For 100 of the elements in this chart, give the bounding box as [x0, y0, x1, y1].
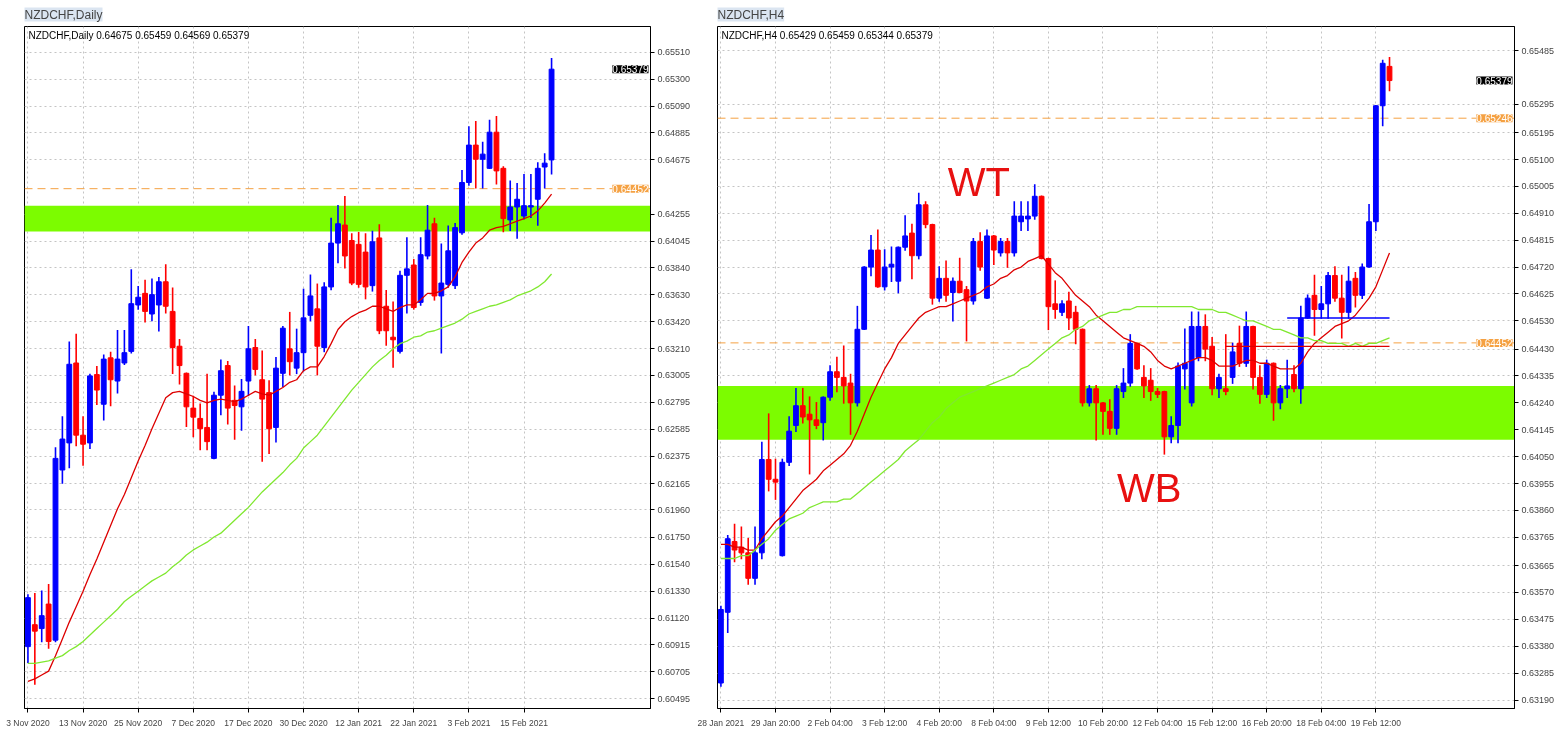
- x-tick-label: 7 Dec 2020: [171, 717, 216, 728]
- x-tick-label: 3 Feb 12:00: [861, 717, 908, 728]
- x-tick-label: 3 Feb 2021: [447, 717, 491, 728]
- y-tick-label: 0.65090: [657, 101, 691, 112]
- x-tick-label: 8 Feb 04:00: [971, 717, 1017, 728]
- y-tick-label: 0.64720: [1521, 262, 1555, 273]
- y-tick-label: 0.63420: [657, 316, 691, 327]
- line-series: [27, 273, 553, 665]
- x-tick-label: 17 Dec 2020: [224, 717, 273, 728]
- candlestick: [142, 279, 148, 323]
- x-tick-label: 29 Jan 20:00: [750, 717, 801, 728]
- y-tick-label: 0.63765: [1521, 532, 1555, 543]
- candlestick: [307, 274, 314, 322]
- y-tick-label: 0.64530: [1521, 315, 1555, 326]
- candlestick: [93, 366, 100, 406]
- y-tick-label: 0.63475: [1521, 614, 1555, 625]
- ref-line-label: 0.65246: [1476, 113, 1513, 125]
- candlestick: [1352, 271, 1359, 308]
- line-series: [720, 306, 1391, 560]
- chart-subtitle: NZDCHF,H4 0.65429 0.65459 0.65344 0.65379: [721, 29, 934, 41]
- x-tick-label: 16 Feb 20:00: [1241, 717, 1293, 728]
- candlestick: [949, 277, 956, 322]
- x-tick-label: 30 Dec 2020: [279, 717, 328, 728]
- y-tick-label: 0.63380: [1521, 641, 1555, 652]
- candlestick: [31, 592, 38, 685]
- y-tick-label: 0.64335: [1521, 370, 1555, 381]
- y-tick-label: 0.65100: [1521, 154, 1555, 165]
- y-tick-label: 0.60915: [657, 639, 691, 650]
- y-tick-label: 0.62165: [657, 478, 691, 489]
- y-tick-label: 0.64675: [657, 154, 691, 165]
- y-tick-label: 0.62375: [657, 451, 691, 462]
- y-tick-label: 0.64255: [657, 209, 691, 220]
- y-tick-label: 0.61960: [657, 504, 691, 515]
- candlestick: [990, 235, 997, 266]
- y-tick-label: 0.60495: [657, 693, 691, 704]
- y-tick-label: 0.63570: [1521, 587, 1555, 598]
- candlestick: [107, 351, 114, 407]
- text: 0.65379: [1476, 75, 1513, 87]
- y-tick-label: 0.64045: [657, 236, 691, 247]
- candlestick: [38, 590, 45, 643]
- x-tick-label: 25 Nov 2020: [114, 717, 163, 728]
- y-tick-label: 0.64910: [1521, 208, 1555, 219]
- x-tick-label: 12 Jan 2021: [335, 717, 383, 728]
- y-tick-label: 0.63210: [657, 343, 691, 354]
- candlestick: [390, 301, 397, 368]
- y-tick-label: 0.63285: [1521, 668, 1555, 679]
- y-tick-label: 0.62585: [657, 424, 691, 435]
- y-tick-label: 0.64050: [1521, 451, 1555, 462]
- x-tick-label: 12 Feb 04:00: [1132, 717, 1183, 728]
- annotation: WB: [1116, 466, 1182, 511]
- y-tick-label: 0.64625: [1521, 288, 1555, 299]
- candlestick: [190, 395, 197, 438]
- y-tick-label: 0.64885: [657, 127, 691, 138]
- y-tick-label: 0.64145: [1521, 424, 1555, 435]
- line-series: [27, 193, 553, 683]
- candlestick: [1222, 334, 1229, 396]
- y-tick-label: 0.65005: [1521, 181, 1555, 192]
- y-tick-label: 0.63630: [657, 289, 691, 300]
- y-tick-label: 0.60705: [657, 666, 691, 677]
- chart-title: NZDCHF,H4: [717, 7, 785, 22]
- candlestick: [1386, 57, 1393, 92]
- candlestick: [1004, 237, 1011, 268]
- candlestick: [286, 311, 293, 376]
- candlestick: [1311, 274, 1318, 336]
- y-tick-label: 0.63860: [1521, 505, 1555, 516]
- candlestick: [1216, 373, 1222, 399]
- y-tick-label: 0.63005: [657, 370, 691, 381]
- candlestick: [936, 266, 943, 302]
- y-tick-label: 0.63955: [1521, 478, 1555, 489]
- x-tick-label: 15 Feb 2021: [500, 717, 549, 728]
- x-tick-label: 28 Jan 2021: [697, 717, 745, 728]
- ref-line-label: 0.64452: [1476, 337, 1513, 349]
- x-tick-label: 3 Nov 2020: [6, 717, 50, 728]
- chart-subtitle: NZDCHF,Daily 0.64675 0.65459 0.64569 0.65379: [28, 29, 250, 41]
- y-tick-label: 0.65510: [657, 47, 691, 58]
- y-tick-label: 0.62795: [657, 397, 691, 408]
- y-tick-label: 0.65295: [1521, 99, 1555, 110]
- x-tick-label: 19 Feb 12:00: [1350, 717, 1402, 728]
- y-tick-label: 0.63190: [1521, 695, 1555, 706]
- y-tick-label: 0.61120: [657, 613, 690, 624]
- x-tick-label: 2 Feb 04:00: [807, 717, 854, 728]
- candlestick: [943, 260, 949, 302]
- y-tick-label: 0.65195: [1521, 127, 1555, 138]
- text: 0.65379: [612, 64, 649, 76]
- x-tick-label: 4 Feb 20:00: [916, 717, 963, 728]
- candlestick: [793, 387, 799, 432]
- x-tick-label: 9 Feb 12:00: [1025, 717, 1072, 728]
- candlestick: [252, 338, 259, 376]
- chart-title: NZDCHF,Daily: [24, 7, 103, 22]
- y-tick-label: 0.61540: [657, 559, 691, 570]
- candlestick: [1236, 325, 1243, 367]
- candlestick: [541, 153, 548, 189]
- y-tick-label: 0.61750: [657, 532, 691, 543]
- candlestick: [1291, 365, 1297, 393]
- y-tick-label: 0.63840: [657, 262, 691, 273]
- y-tick-label: 0.63665: [1521, 560, 1555, 571]
- y-tick-label: 0.65300: [657, 74, 691, 85]
- y-tick-label: 0.65485: [1521, 45, 1555, 56]
- x-tick-label: 10 Feb 20:00: [1077, 717, 1129, 728]
- candlestick: [1086, 385, 1093, 407]
